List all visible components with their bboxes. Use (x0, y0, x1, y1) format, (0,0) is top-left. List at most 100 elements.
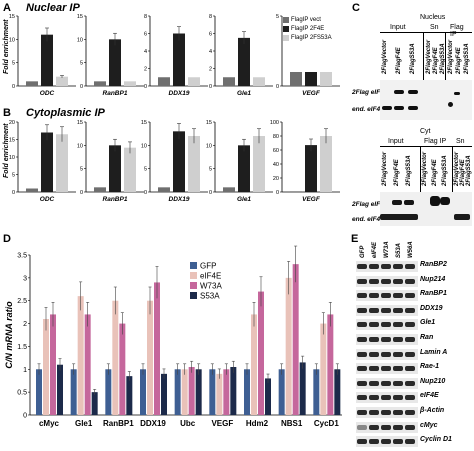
d-bar-eif4e (147, 300, 153, 415)
bar-flagip-vect (290, 191, 302, 192)
legend-a-item-s53a: FlagIP 2FS53A (283, 33, 332, 42)
blot-e-row: Lamin A (356, 348, 474, 361)
band (357, 439, 367, 445)
bar-flagip-2f4e (109, 39, 121, 86)
blot-lane: 2FlagF4E (432, 159, 438, 186)
blot-row-label: end. eIF4E (352, 106, 385, 113)
band (369, 366, 379, 372)
y-tick-label: 5 (80, 167, 83, 173)
blot-lane: 2FlagS53A (406, 155, 412, 186)
y-tick-label: 5 (12, 173, 15, 179)
bar-flagip-2f4e (238, 145, 250, 192)
blot-lane: 2FlagVector (426, 39, 432, 74)
blot-e-lane: GFP (360, 245, 366, 258)
band (393, 366, 403, 372)
d-bar-eif4e (251, 314, 257, 415)
y-tick-label: 10 (141, 143, 147, 149)
d-bar-gfp (36, 369, 42, 415)
d-bar-gfp (174, 369, 181, 415)
blot-lane: 2FlagS53A (464, 43, 470, 74)
d-legend-swatch (190, 262, 197, 269)
bar-flagip-vect (223, 77, 235, 86)
blot-e-row-label: Nup214 (420, 275, 446, 283)
blot-c2-divider (380, 146, 472, 147)
category-label: DDX19 (169, 196, 190, 203)
d-bar-w73a (258, 291, 264, 415)
blot-e-row-label: RanBP2 (420, 261, 447, 268)
blot-e-row-label: Nup210 (420, 377, 446, 385)
blot-e-row-label: eIF4E (420, 392, 439, 400)
d-bar-eif4e (112, 300, 119, 415)
bar-flagip-2f4e (305, 72, 317, 86)
band (357, 366, 367, 372)
d-bar-gfp (209, 369, 216, 415)
d-legend-swatch (190, 272, 197, 279)
band (405, 351, 415, 357)
y-tick-label: 5 (12, 61, 15, 67)
band (393, 293, 403, 299)
blot-e-row: RanBP1 (356, 289, 474, 302)
d-category-label: Hdm2 (246, 419, 269, 428)
legend-swatch (283, 16, 289, 23)
d-bar-s53a (195, 369, 202, 415)
band (405, 424, 415, 430)
d-bar-w73a (327, 314, 334, 415)
blot-e-lane: W56A (408, 241, 414, 258)
d-legend-label: GFP (200, 262, 216, 271)
blot-e-membrane (356, 363, 418, 375)
blot-c1-input: Input (390, 24, 406, 31)
blot-e-row-label: Rae-1 (420, 363, 440, 371)
y-tick-label: 10 (9, 155, 15, 161)
bar-flagip-2fs53a (56, 76, 68, 86)
d-bar-eif4e (285, 277, 292, 415)
band (357, 410, 367, 415)
band (381, 322, 391, 328)
d-bar-gfp (244, 369, 250, 415)
band (393, 424, 403, 430)
bar-flagip-2fs53a (56, 134, 68, 192)
band (393, 337, 403, 342)
bar-flagip-2fs53a (124, 147, 136, 192)
category-label: VEGF (302, 90, 321, 97)
d-category-label: cMyc (39, 419, 60, 428)
band (394, 106, 404, 110)
blot-e-row: Rae-1 (356, 362, 474, 375)
blot-e-row-label: Ran (420, 334, 434, 341)
d-bar-eif4e (43, 319, 49, 415)
d-bar-w73a (223, 369, 230, 415)
blot-e-row-label: RanBP1 (420, 290, 447, 298)
y-tick-label: 4 (209, 49, 212, 55)
bar-flagip-2fs53a (253, 136, 265, 192)
d-bar-s53a (161, 373, 167, 415)
band (394, 90, 404, 94)
band (405, 322, 415, 328)
d-bar-s53a (230, 367, 237, 415)
d-category-label: Ubc (180, 419, 196, 428)
blot-e-lane: W73A (384, 241, 390, 258)
blot-e-membrane (356, 348, 418, 360)
y-tick-label: 10 (77, 143, 83, 149)
d-bar-s53a (57, 364, 63, 415)
blot-row-label: 2Flag eIF4E (352, 89, 389, 96)
band (408, 106, 418, 110)
d-category-label: Gle1 (75, 419, 93, 428)
blot-e-membrane (356, 377, 418, 389)
d-y-tick-label: 1 (23, 367, 27, 374)
y-tick-label: 0 (276, 84, 279, 90)
d-category-label: NBS1 (281, 419, 303, 428)
y-tick-label: 6 (209, 32, 212, 38)
band (357, 293, 367, 299)
y-tick-label: 0 (12, 190, 15, 196)
d-bar-gfp (105, 369, 112, 415)
blot-lane: 2FlagS53A (440, 43, 446, 74)
y-tick-label: 15 (206, 120, 212, 126)
d-y-tick-label: 2.5 (17, 298, 27, 305)
band (381, 424, 391, 430)
band (405, 337, 415, 342)
band (393, 351, 403, 357)
d-bar-w73a (292, 264, 299, 415)
band (393, 322, 403, 328)
blot-c2-membrane (380, 192, 472, 226)
panel-title-a: Nuclear IP (26, 2, 80, 14)
y-tick-label: 15 (77, 120, 83, 126)
